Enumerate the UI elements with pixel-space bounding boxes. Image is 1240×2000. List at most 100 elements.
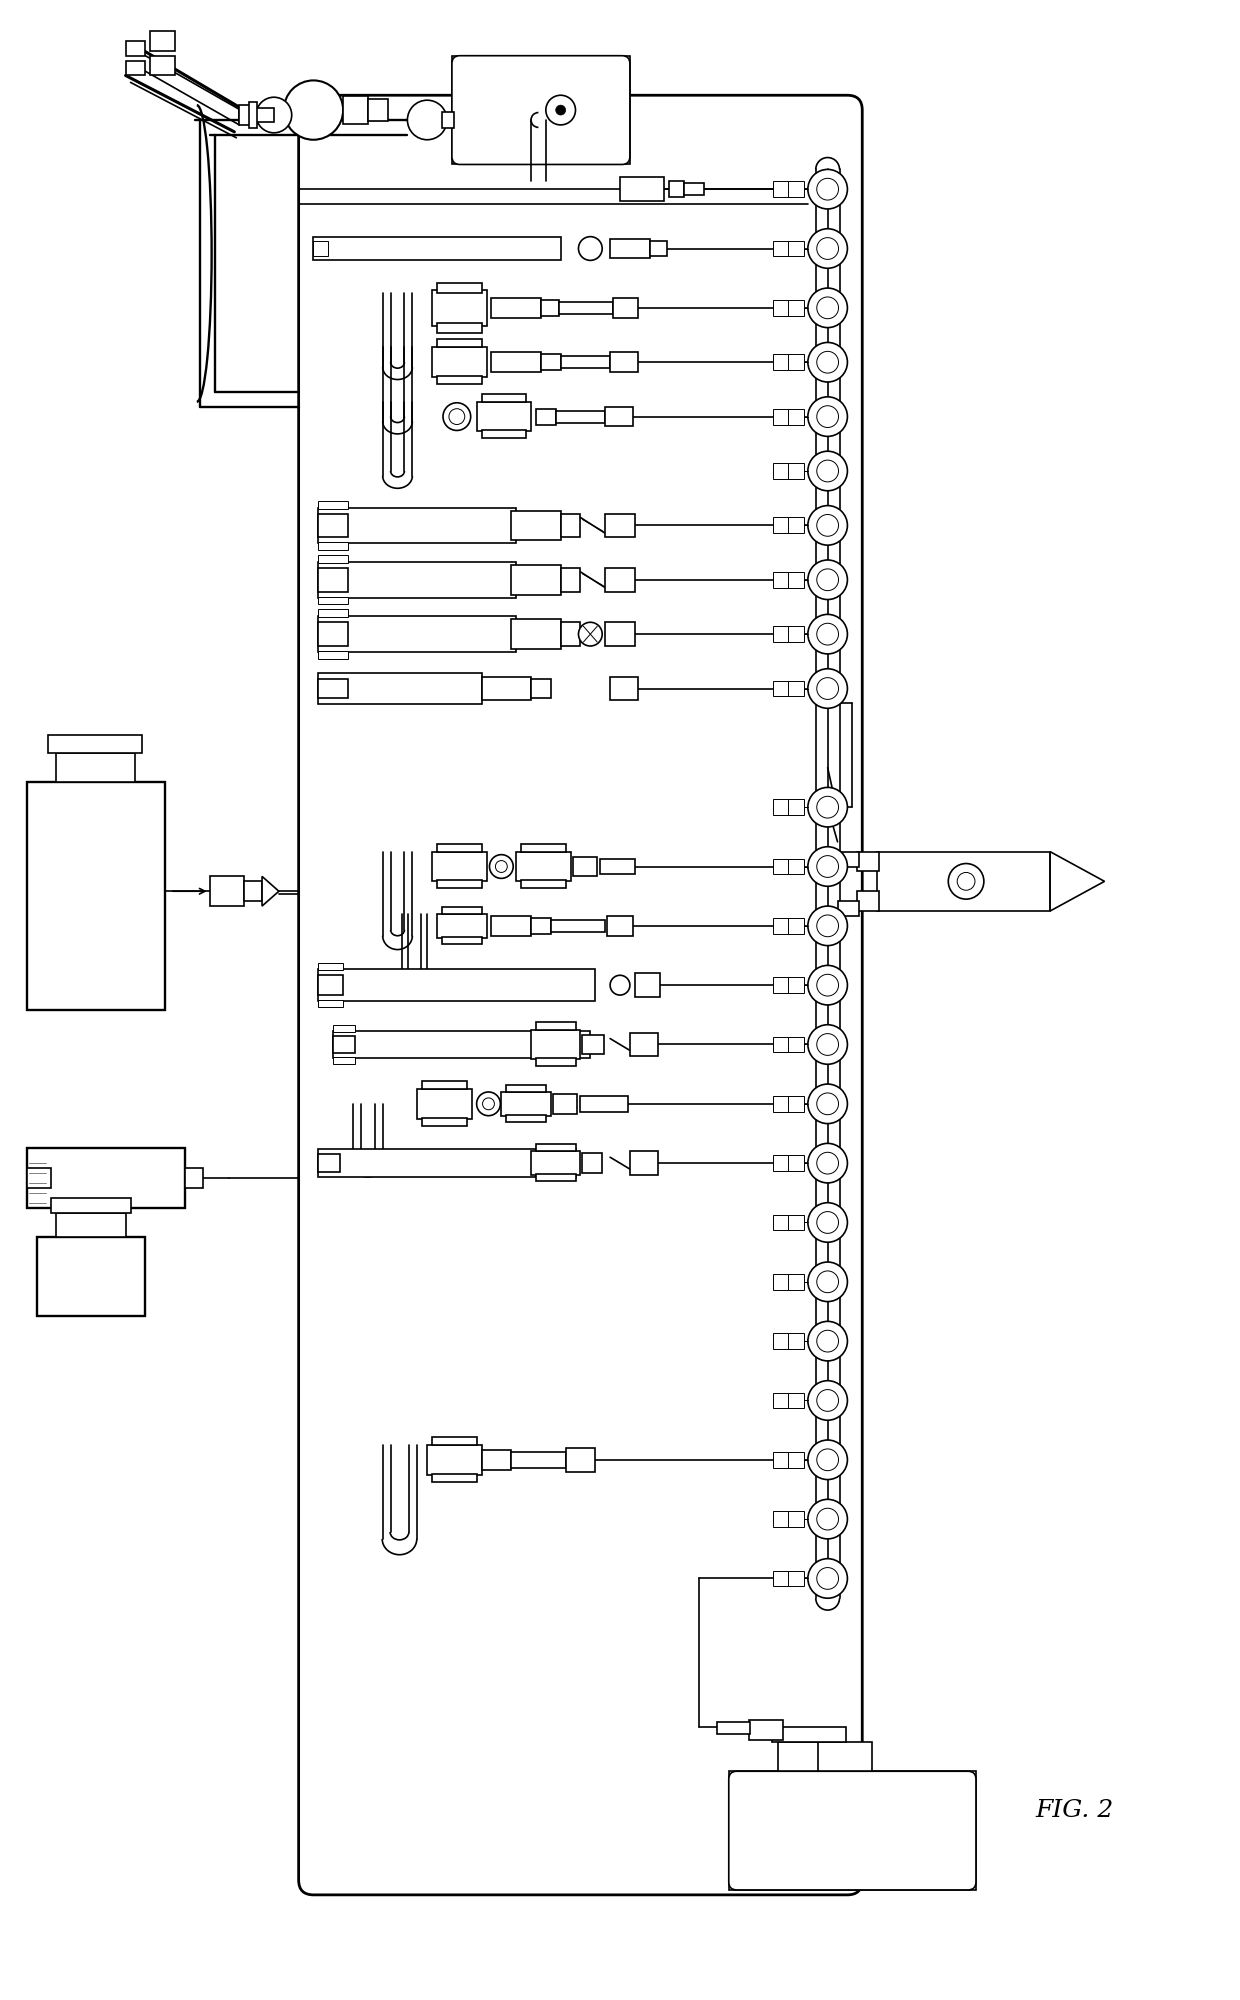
Bar [610,352,637,372]
FancyBboxPatch shape [729,1772,976,1890]
Bar [560,356,610,368]
Bar [125,60,145,76]
Bar [774,354,789,370]
Circle shape [808,560,847,600]
Circle shape [476,1092,501,1116]
Bar [334,1030,590,1058]
Bar [319,610,348,618]
Circle shape [808,614,847,654]
Bar [789,182,804,198]
Bar [774,680,789,696]
Bar [249,102,257,128]
Bar [789,680,804,696]
Bar [521,880,565,888]
Bar [749,1720,784,1740]
Bar [56,1212,125,1238]
Bar [553,1094,578,1114]
Circle shape [817,1390,838,1412]
Bar [774,1334,789,1350]
Circle shape [808,1144,847,1182]
Bar [573,856,598,876]
Bar [491,298,541,318]
Bar [773,1726,847,1742]
Circle shape [808,1440,847,1480]
Bar [774,408,789,424]
Bar [511,1452,565,1468]
Bar [717,1722,749,1734]
Circle shape [817,352,838,374]
Bar [451,56,630,164]
Circle shape [817,678,838,700]
Circle shape [808,170,847,208]
Bar [319,542,348,550]
Bar [37,1238,145,1316]
Bar [436,844,481,852]
Circle shape [808,228,847,268]
Bar [319,568,348,592]
Circle shape [808,906,847,946]
Bar [319,556,348,562]
Circle shape [257,98,291,132]
Bar [789,1096,804,1112]
Bar [319,1150,575,1176]
Bar [436,340,481,348]
Bar [536,1144,575,1152]
Bar [476,402,531,432]
Bar [319,596,348,604]
Circle shape [490,854,513,878]
Text: FIG. 2: FIG. 2 [1035,1800,1114,1822]
Circle shape [579,622,603,646]
Bar [789,858,804,874]
Bar [48,736,143,752]
Bar [774,182,789,198]
Circle shape [808,506,847,546]
Bar [789,1392,804,1408]
Circle shape [808,1500,847,1538]
Bar [684,184,704,196]
Circle shape [817,460,838,482]
Bar [531,1030,580,1060]
Circle shape [808,966,847,1004]
Circle shape [808,1558,847,1598]
Bar [436,284,481,294]
Circle shape [808,1262,847,1302]
Bar [600,858,635,874]
Bar [481,430,526,438]
Bar [27,1168,51,1188]
Bar [536,1058,575,1066]
Bar [774,1392,789,1408]
Bar [536,1022,575,1030]
Bar [314,240,329,256]
Bar [605,514,635,538]
Bar [436,322,481,332]
Circle shape [808,788,847,826]
Circle shape [556,106,565,116]
Circle shape [808,396,847,436]
Circle shape [817,1448,838,1470]
Bar [789,1036,804,1052]
Bar [556,410,605,422]
Bar [877,852,1050,912]
Bar [605,622,635,646]
Bar [774,858,789,874]
Bar [319,976,343,996]
Bar [481,1450,511,1470]
Bar [837,902,859,916]
Bar [837,852,859,866]
Bar [334,1058,355,1064]
Bar [560,568,580,592]
Bar [605,568,635,592]
Circle shape [408,100,446,140]
Circle shape [817,1330,838,1352]
Bar [536,1174,575,1180]
Bar [789,1334,804,1350]
Bar [210,876,244,906]
Bar [583,1154,603,1174]
Bar [491,352,541,372]
Circle shape [443,402,471,430]
Bar [185,1168,202,1188]
Bar [441,936,481,944]
Bar [857,892,879,912]
Bar [789,1452,804,1468]
Bar [432,1438,476,1444]
